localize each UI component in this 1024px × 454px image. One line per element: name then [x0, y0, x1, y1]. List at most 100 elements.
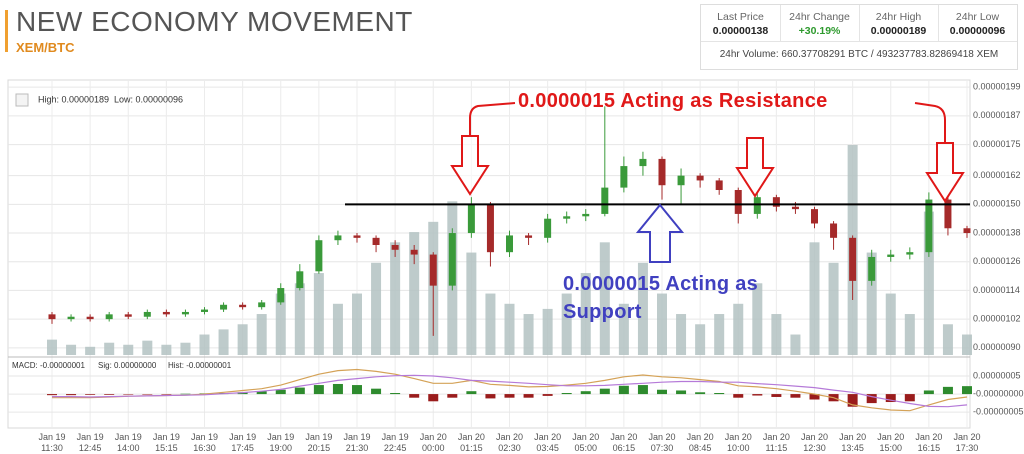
candle-body [791, 206, 799, 210]
resistance-arrow [450, 135, 490, 196]
candle-body [353, 235, 361, 238]
candle-body [429, 254, 437, 286]
macd-histogram-bar [542, 394, 553, 396]
x-tick-label: Jan 19 11:30 [38, 432, 66, 453]
macd-histogram-bar [695, 392, 706, 395]
macd-histogram-bar [637, 385, 648, 395]
volume-bar [199, 334, 210, 355]
candle-body [181, 311, 189, 315]
candle-body [639, 158, 647, 167]
candle-body [849, 237, 857, 281]
macd-histogram-bar [256, 391, 267, 395]
candle-body [772, 197, 780, 207]
volume-bar [561, 293, 572, 355]
y-tick-label: 0.00000175 [973, 139, 1021, 149]
volume-bar [275, 293, 286, 355]
macd-tick-label: 0.00000005 [973, 370, 1021, 380]
x-tick-label: Jan 19 20:15 [305, 432, 333, 453]
candle-body [715, 180, 723, 190]
volume-bar [714, 314, 725, 355]
candle-body [486, 204, 494, 253]
signal-line [52, 374, 968, 408]
macd-histogram-bar [390, 393, 401, 395]
volume-bar [256, 314, 267, 355]
stat-value: +30.19% [798, 25, 841, 37]
x-tick-label: Jan 20 15:00 [877, 432, 905, 453]
volume-bar [828, 262, 839, 355]
volume-bar [390, 242, 401, 355]
candle-body [86, 316, 94, 320]
volume-bar [790, 334, 801, 355]
stat-value: 0.00000138 [712, 25, 769, 37]
legend-text: High: 0.00000189 [38, 94, 109, 104]
macd-histogram-bar [485, 394, 496, 399]
volume-bar [657, 293, 667, 355]
stat-cell: 24hr Low 0.00000096 [938, 5, 1017, 42]
macd-histogram-bar [123, 394, 134, 395]
macd-histogram-bar [733, 394, 744, 398]
volume-bar [637, 262, 648, 355]
y-tick-label: 0.00000126 [973, 256, 1021, 266]
connector [469, 102, 516, 136]
macd-line [52, 368, 968, 412]
macd-histogram-bar [599, 388, 610, 395]
macd-histogram-bar [714, 393, 725, 395]
volume-bar [47, 339, 57, 355]
candle-body [525, 235, 533, 238]
candle-body [658, 158, 666, 186]
macd-histogram-bar [847, 394, 858, 407]
candle-body [753, 197, 761, 214]
macd-histogram-bar [428, 394, 439, 402]
volume-bar [294, 283, 305, 355]
volume-bar [523, 314, 534, 355]
macd-header: Sig: 0.00000000 [98, 361, 157, 370]
candle-body [620, 166, 628, 188]
x-tick-label: Jan 20 08:45 [686, 432, 714, 453]
macd-histogram-bar [294, 387, 305, 395]
candle-body [906, 252, 914, 255]
volume-bar [123, 344, 134, 355]
volume-bar [885, 293, 896, 355]
y-tick-label: 0.00000187 [973, 110, 1021, 120]
candle-body [925, 199, 933, 253]
candle-body [201, 309, 208, 312]
x-tick-label: Jan 19 12:45 [76, 432, 104, 453]
macd-histogram-bar [923, 390, 934, 395]
candle-body [277, 288, 285, 303]
candle-body [830, 223, 838, 238]
volume-bar [180, 342, 191, 355]
stat-value: 0.00000189 [870, 25, 927, 37]
macd-histogram-bar [885, 394, 896, 403]
pair-label: XEM/BTC [16, 40, 75, 55]
macd-histogram-bar [47, 394, 57, 396]
macd-histogram-bar [313, 385, 324, 395]
macd-histogram-bar [866, 394, 877, 404]
x-tick-label: Jan 20 17:30 [953, 432, 981, 453]
macd-histogram-bar [942, 386, 953, 395]
macd-histogram-bar [618, 385, 629, 395]
x-tick-label: Jan 20 11:15 [762, 432, 790, 453]
volume-bar [104, 342, 115, 355]
candle-body [143, 311, 151, 317]
volume-bar [371, 262, 382, 355]
x-tick-label: Jan 19 22:45 [381, 432, 409, 453]
volume-bar [809, 242, 820, 355]
candle-body [811, 209, 818, 224]
volume-summary: 24hr Volume: 660.37708291 BTC / 49323778… [719, 49, 999, 60]
connector [914, 102, 946, 143]
volume-bar [771, 314, 782, 355]
volume-bar [466, 252, 477, 355]
stat-label: 24hr Change [789, 11, 850, 23]
candle-body [467, 204, 475, 234]
macd-histogram-bar [809, 394, 820, 400]
volume-bar [237, 324, 248, 355]
macd-histogram-bar [275, 389, 286, 395]
x-tick-label: Jan 20 12:30 [800, 432, 829, 453]
stat-label: Last Price [717, 11, 764, 23]
volume-bar [599, 242, 610, 355]
volume-bar [485, 293, 496, 355]
candle-body [315, 240, 323, 272]
volume-bar [352, 293, 362, 355]
x-tick-label: Jan 19 17:45 [229, 432, 257, 453]
y-tick-label: 0.00000138 [973, 227, 1021, 237]
